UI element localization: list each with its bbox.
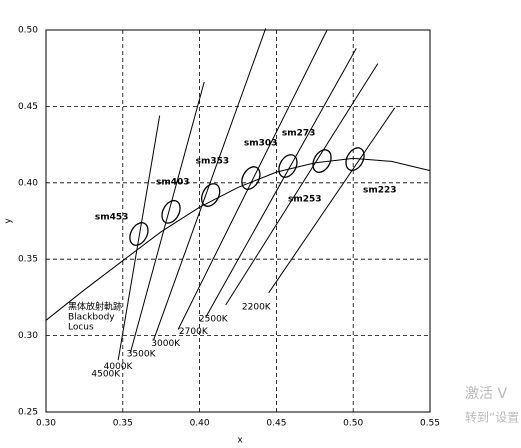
isotherm-label: 4000K bbox=[104, 362, 134, 372]
x-tick-label: 0.45 bbox=[266, 419, 286, 429]
y-axis-label: y bbox=[4, 218, 14, 224]
isotherm bbox=[205, 48, 357, 318]
y-tick-label: 0.25 bbox=[18, 408, 38, 418]
macadam-ellipse bbox=[161, 199, 181, 224]
y-tick-label: 0.40 bbox=[18, 178, 38, 188]
x-tick-label: 0.50 bbox=[343, 419, 363, 429]
plot-frame bbox=[45, 29, 431, 413]
watermark: 转到“设置 bbox=[465, 410, 519, 425]
macadam-ellipse bbox=[345, 147, 365, 172]
ellipse-label: sm453 bbox=[95, 212, 129, 222]
locus-label: Blackbody bbox=[68, 313, 115, 323]
x-tick-label: 0.55 bbox=[420, 419, 440, 429]
macadam-ellipse bbox=[312, 149, 332, 173]
watermark: 激活 V bbox=[465, 385, 507, 402]
ellipse-label: sm303 bbox=[244, 139, 278, 149]
isotherm bbox=[268, 107, 396, 294]
macadam-ellipse bbox=[129, 222, 149, 246]
ellipse-label: sm253 bbox=[288, 195, 322, 205]
blackbody-locus bbox=[45, 157, 431, 321]
locus-label: 黑体放射軌跡 bbox=[68, 301, 122, 313]
isotherm bbox=[225, 63, 379, 306]
y-tick-label: 0.45 bbox=[18, 102, 38, 112]
isotherm-label: 2500K bbox=[199, 315, 229, 325]
isotherm bbox=[177, 29, 328, 330]
macadam-ellipse bbox=[200, 183, 221, 207]
y-tick-label: 0.50 bbox=[18, 26, 38, 36]
isotherm bbox=[117, 115, 161, 361]
isotherm-label: 4500K bbox=[91, 370, 121, 380]
isotherm-label: 2700K bbox=[179, 327, 209, 337]
ellipse-label: sm403 bbox=[156, 177, 190, 187]
y-tick-label: 0.30 bbox=[18, 331, 38, 341]
macadam-ellipse bbox=[278, 154, 298, 178]
locus-label: Locus bbox=[68, 323, 94, 333]
x-tick-label: 0.40 bbox=[190, 419, 210, 429]
isotherm-label: 3000K bbox=[151, 339, 181, 349]
x-tick-label: 0.35 bbox=[113, 419, 133, 429]
isotherm-label: 3500K bbox=[127, 350, 157, 360]
isotherm-label: 2200K bbox=[242, 302, 272, 312]
x-axis-label: x bbox=[237, 436, 243, 446]
x-tick-label: 0.30 bbox=[36, 419, 56, 429]
ellipse-label: sm273 bbox=[282, 128, 316, 138]
ellipse-label: sm353 bbox=[196, 157, 230, 167]
ellipse-label: sm223 bbox=[363, 186, 397, 196]
isotherm bbox=[129, 81, 205, 353]
y-tick-label: 0.35 bbox=[18, 255, 38, 265]
macadam-ellipse bbox=[241, 166, 261, 190]
